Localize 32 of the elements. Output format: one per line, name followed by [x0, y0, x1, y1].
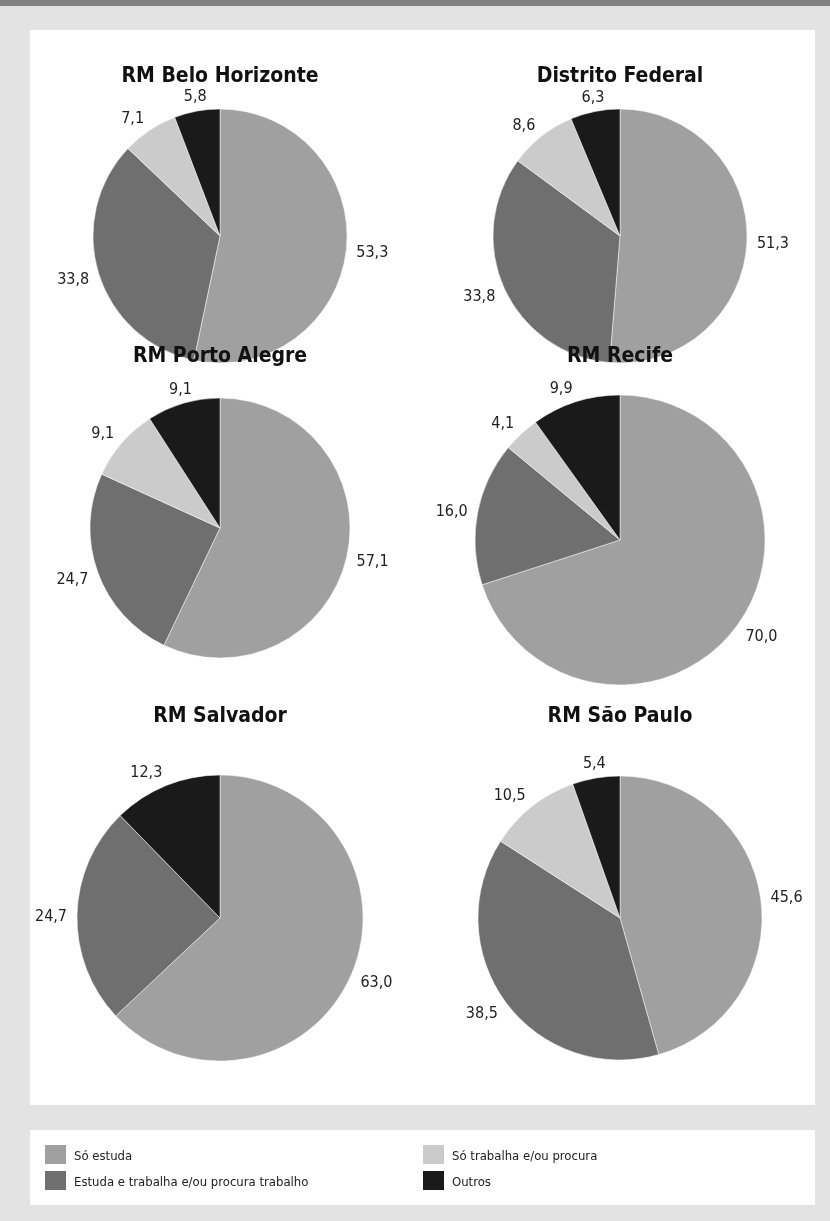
data-label: 7,1 [121, 107, 145, 127]
chart-title: RM Belo Horizonte [121, 63, 319, 87]
data-label: 10,5 [493, 785, 526, 805]
chart-title: RM Porto Alegre [132, 343, 308, 367]
data-label: 9,1 [169, 378, 192, 398]
data-label: 45,6 [770, 887, 803, 907]
data-label: 8,6 [512, 114, 536, 134]
data-label: 5,8 [183, 86, 207, 106]
data-label: 70,0 [745, 625, 778, 645]
chart-title: RM Salvador [153, 703, 288, 727]
data-label: 63,0 [360, 972, 393, 992]
data-label: 24,7 [34, 905, 68, 925]
legend-label: Só estuda [74, 1148, 133, 1163]
legend-label: Outros [452, 1174, 491, 1189]
data-label: 53,3 [356, 241, 389, 261]
data-label: 16,0 [435, 500, 468, 520]
data-label: 6,3 [581, 86, 605, 106]
data-label: 51,3 [756, 232, 789, 252]
data-label: 12,3 [130, 761, 163, 781]
chart-title: RM São Paulo [547, 703, 693, 727]
data-label: 5,4 [582, 753, 606, 773]
legend-label: Estuda e trabalha e/ou procura trabalho [74, 1174, 309, 1189]
chart-title: Distrito Federal [536, 63, 704, 87]
data-label: 38,5 [465, 1003, 498, 1023]
data-label: 9,9 [549, 377, 573, 397]
data-label: 9,1 [91, 423, 115, 443]
data-label: 4,1 [491, 413, 515, 433]
data-label: 57,1 [356, 551, 389, 571]
data-label: 33,8 [57, 269, 90, 289]
legend-label: Só trabalha e/ou procura [452, 1148, 598, 1163]
data-label: 24,7 [56, 568, 89, 588]
data-label: 33,8 [463, 286, 496, 306]
